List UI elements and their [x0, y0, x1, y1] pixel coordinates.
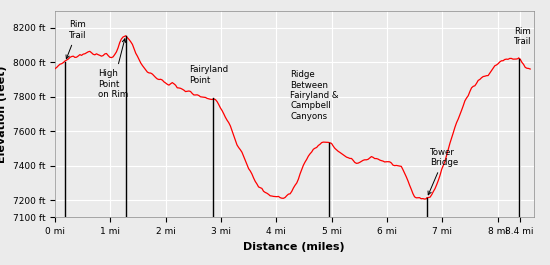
Y-axis label: Elevation (feet): Elevation (feet) [0, 65, 7, 163]
X-axis label: Distance (miles): Distance (miles) [244, 242, 345, 251]
Text: Rim
Trail: Rim Trail [66, 20, 86, 59]
Text: Rim
Trail: Rim Trail [514, 26, 532, 46]
Text: Tower
Bridge: Tower Bridge [428, 148, 458, 195]
Text: Fairyland
Point: Fairyland Point [189, 65, 228, 85]
Text: High
Point
on Rim: High Point on Rim [98, 39, 128, 99]
Text: Ridge
Between
Fairyland &
Campbell
Canyons: Ridge Between Fairyland & Campbell Canyo… [290, 70, 339, 121]
